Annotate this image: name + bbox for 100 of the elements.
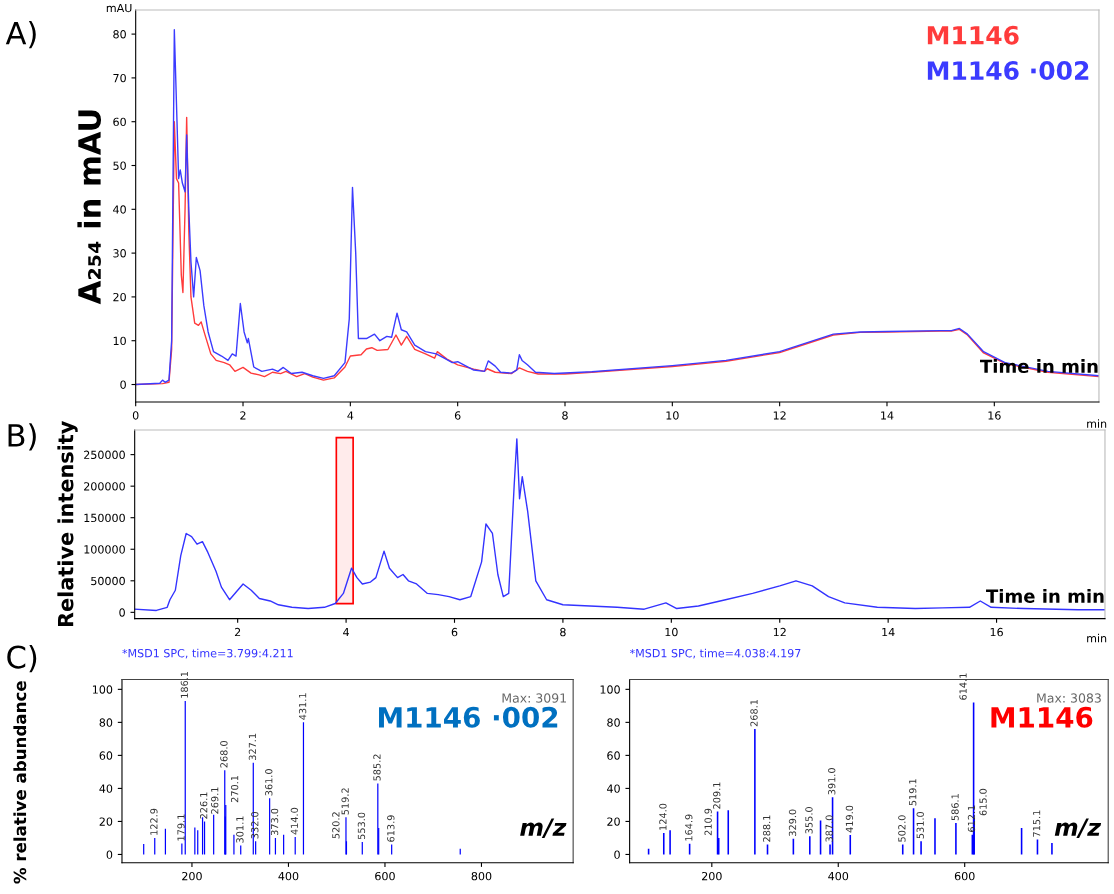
x-tick-label: 6 (454, 411, 461, 420)
y-tick-label: 200000 (84, 482, 125, 491)
annotation: 186.1 (180, 671, 189, 698)
x-tick-label: 600 (375, 871, 395, 881)
y-tick-label: 40 (99, 784, 113, 793)
y-tick-label: 250000 (84, 450, 125, 459)
x-axis-title: m/z (520, 818, 567, 838)
annotation: 553.0 (357, 812, 366, 840)
annotation: 613.9 (387, 815, 395, 842)
annotation: 502.0 (898, 815, 906, 842)
y-tick-label: 80 (99, 718, 113, 727)
y-tick-label: 20 (607, 817, 620, 826)
y-axis-title: % relative abundance (13, 681, 27, 884)
y-tick-label: 100000 (84, 545, 125, 554)
y-tick-label: 60 (99, 751, 113, 760)
y-tick-label: 10 (113, 336, 126, 346)
annotation: 585.2 (373, 754, 381, 781)
x-tick-label: 800 (471, 871, 492, 881)
y-tick-label: 0 (106, 850, 113, 859)
x-tick-label: 8 (560, 627, 566, 637)
y-tick-label: 60 (607, 751, 620, 760)
annotation: 164.9 (685, 814, 693, 841)
x-tick-label: 200 (702, 871, 722, 881)
x-tick-label: 4 (343, 628, 349, 637)
x-tick-label: 10 (666, 411, 679, 420)
annotation: 612.1 (967, 805, 976, 832)
x-tick-label: 16 (988, 411, 1001, 420)
text: M1146 (991, 706, 1093, 728)
y-tick-label: 70 (113, 73, 126, 83)
text: M1146 (927, 25, 1019, 45)
x-axis-title: Time in min (980, 359, 1098, 374)
annotation: 419.0 (845, 805, 854, 833)
annotation: 614.1 (959, 673, 967, 700)
x-tick-label: 12 (773, 411, 786, 420)
annotation: 414.0 (290, 807, 299, 835)
x-axis-title: m/z (1054, 818, 1102, 838)
text: C) (7, 645, 37, 673)
annotation: 226.1 (200, 792, 208, 819)
annotation: 361.0 (265, 769, 273, 796)
annotation: 301.1 (236, 816, 244, 843)
x-tick-label: 12 (773, 627, 786, 637)
x-tick-label: 2 (234, 627, 241, 637)
annotation: 270.1 (230, 775, 239, 803)
annotation: 586.1 (951, 794, 959, 821)
y-tick-label: 0 (119, 608, 125, 617)
annotation: 519.1 (909, 779, 917, 806)
text: B) (8, 423, 36, 451)
annotation: 329.0 (788, 809, 797, 836)
x-tick-label: 14 (881, 411, 894, 420)
text: M1146 ·002 (927, 61, 1089, 80)
y-tick-label: 20 (113, 292, 126, 302)
y-tick-label: 60 (113, 117, 126, 127)
x-tick-label: 4 (347, 411, 354, 420)
y-tick-label: 0 (120, 380, 126, 389)
text: mAU (106, 3, 132, 13)
x-tick-label: 16 (990, 627, 1003, 637)
y-tick-label: 30 (113, 249, 126, 258)
x-tick-label: 8 (562, 411, 568, 420)
y-tick-label: 50 (113, 161, 126, 170)
annotation: 615.0 (979, 788, 987, 816)
text: min (1087, 419, 1107, 428)
annotation: 327.1 (248, 733, 257, 760)
annotation: 332.0 (251, 811, 259, 839)
annotation: 715.1 (1033, 810, 1041, 837)
annotation: 387.0 (825, 815, 833, 842)
y-axis-title: A₂₅₄ in mAU (77, 110, 102, 305)
annotation: 391.0 (828, 768, 836, 795)
annotation: 269.1 (211, 787, 219, 814)
y-tick-label: 20 (99, 817, 113, 826)
x-tick-label: 200 (182, 871, 202, 881)
x-tick-label: 6 (451, 627, 458, 637)
annotation: 531.0 (916, 811, 924, 839)
x-axis-title: Time in min (986, 588, 1104, 603)
chart-title: *MSD1 SPC, time=3.799:4.211 (122, 648, 293, 659)
x-tick-label: 400 (828, 871, 849, 881)
annotation: 431.1 (298, 693, 307, 720)
x-tick-label: 10 (665, 627, 678, 637)
annotation: 268.0 (220, 740, 228, 768)
annotation: Max: 3083 (1037, 693, 1101, 703)
y-tick-label: 40 (113, 205, 126, 214)
y-tick-label: 80 (607, 718, 620, 727)
text: M1146 ·002 (379, 706, 558, 728)
annotation: 355.0 (805, 807, 813, 834)
annotation: 122.9 (150, 808, 158, 835)
annotation: 520.2 (332, 812, 340, 839)
annotation: 179.1 (177, 814, 185, 841)
x-tick-label: 600 (954, 871, 975, 881)
y-tick-label: 80 (113, 30, 126, 39)
y-tick-label: 100 (92, 685, 113, 694)
annotation: 209.1 (713, 782, 721, 809)
annotation: 124.0 (659, 803, 667, 830)
annotation: 373.0 (270, 808, 279, 836)
x-tick-label: 400 (278, 871, 299, 881)
y-tick-label: 50000 (91, 576, 125, 586)
annotation: 268.1 (750, 699, 758, 727)
annotation: 288.1 (762, 815, 771, 842)
y-tick-label: 150000 (84, 513, 125, 523)
chart-title: *MSD1 SPC, time=4.038:4.197 (629, 648, 801, 659)
annotation: 519.2 (341, 788, 349, 815)
x-tick-label: 2 (240, 411, 246, 420)
